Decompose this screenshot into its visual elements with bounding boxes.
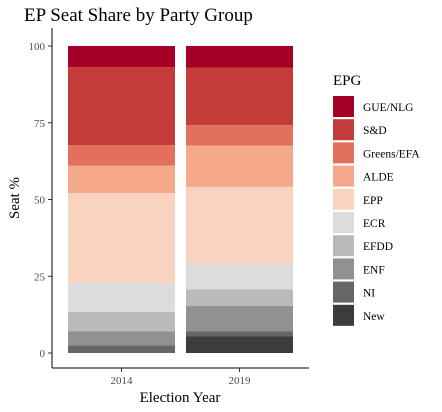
legend-swatch-enf [333, 258, 354, 280]
x-axis-title: Election Year [140, 390, 221, 406]
legend-label-gue-nlg: GUE/NLG [363, 102, 413, 114]
y-tick-label: 0 [40, 348, 46, 360]
legend-swatch-new [333, 304, 354, 326]
legend-swatch-alde [333, 165, 354, 187]
x-tick-label: 2014 [111, 375, 134, 387]
legend-label-s-d: S&D [363, 125, 387, 137]
bar-segment-2014-enf [68, 331, 175, 346]
bar-segment-2014-s-d [68, 67, 175, 146]
y-tick-label: 50 [34, 195, 46, 207]
bar-segment-2014-efdd [68, 311, 175, 332]
legend-swatch-ni [333, 281, 354, 303]
y-tick-label: 75 [34, 118, 46, 130]
legend-label-ecr: ECR [363, 218, 386, 230]
bar-segment-2014-alde [68, 165, 175, 194]
legend-swatch-ecr [333, 212, 354, 233]
legend-label-alde: ALDE [363, 172, 394, 184]
bar-segment-2019-new [186, 336, 293, 353]
y-axis-title: Seat % [7, 177, 23, 219]
legend: EPG GUE/NLG S&D Greens/EFA ALDE EPP ECR EFDD EN… [333, 73, 420, 326]
legend-label-ni: NI [363, 288, 375, 300]
x-axis-ticks: 2014 2019 [111, 368, 252, 387]
bar-segment-2014-epp [68, 193, 175, 284]
bar-segment-2019-alde [186, 145, 293, 187]
legend-label-new: New [363, 311, 385, 323]
bar-segment-2019-ni [186, 331, 293, 337]
chart-title: EP Seat Share by Party Group [24, 5, 253, 26]
bar-segment-2019-efdd [186, 289, 293, 307]
legend-swatch-epp [333, 188, 354, 210]
legend-swatch-gue-nlg [333, 96, 354, 117]
legend-title: EPG [333, 73, 362, 89]
bar-segment-2019-ecr [186, 264, 293, 290]
legend-label-enf: ENF [363, 264, 385, 276]
legend-swatch-s-d [333, 119, 354, 141]
y-tick-label: 100 [29, 41, 46, 53]
x-tick-label: 2019 [229, 375, 252, 387]
bar-segment-2019-gue-nlg [186, 46, 293, 68]
bar-segment-2019-s-d [186, 67, 293, 126]
bar-segment-2019-epp [186, 186, 293, 265]
bar-segment-2014-ni [68, 345, 175, 353]
legend-label-efdd: EFDD [363, 241, 393, 253]
legend-swatch-efdd [333, 235, 354, 257]
y-axis-ticks: 0 25 50 75 100 [29, 41, 52, 360]
y-tick-label: 25 [34, 271, 46, 283]
legend-label-epp: EPP [363, 195, 383, 207]
bar-segment-2014-greens-efa [68, 145, 175, 166]
bar-segment-2014-gue-nlg [68, 46, 175, 68]
legend-label-greens-efa: Greens/EFA [363, 148, 420, 160]
bar-segment-2019-enf [186, 306, 293, 332]
bars-layer [68, 46, 293, 353]
legend-swatch-greens-efa [333, 142, 354, 164]
bar-segment-2014-ecr [68, 283, 175, 312]
bar-segment-2019-greens-efa [186, 125, 293, 146]
